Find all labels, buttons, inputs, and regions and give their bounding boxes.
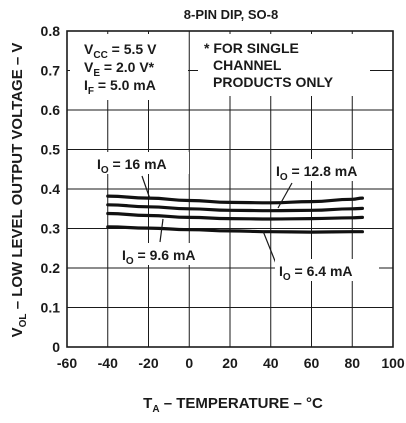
series-label-12-8ma: IO = 12.8 mA bbox=[276, 163, 357, 183]
condition-if: IF = 5.0 mA bbox=[84, 77, 156, 97]
x-tick-label: -40 bbox=[98, 355, 118, 371]
leader-9-6ma bbox=[159, 218, 164, 243]
y-tick-label: 0.5 bbox=[41, 142, 61, 158]
x-tick-label: 60 bbox=[304, 355, 320, 371]
y-axis-title: VOL – LOW LEVEL OUTPUT VOLTAGE – V bbox=[9, 43, 29, 338]
condition-vcc: VCC = 5.5 V bbox=[84, 41, 157, 61]
footnote-block: * FOR SINGLE CHANNEL PRODUCTS ONLY bbox=[198, 34, 370, 96]
y-tick-label: 0.8 bbox=[41, 23, 61, 39]
footnote-line-2: CHANNEL bbox=[213, 57, 282, 73]
x-tick-label: -20 bbox=[138, 355, 158, 371]
x-tick-label: 0 bbox=[185, 355, 193, 371]
series-label-9-6ma: IO = 9.6 mA bbox=[122, 247, 196, 267]
y-tick-label: 0.7 bbox=[41, 63, 61, 79]
series-lines bbox=[106, 194, 364, 234]
x-axis-title: TA – TEMPERATURE – °C bbox=[143, 395, 323, 415]
y-tick-label: 0.3 bbox=[41, 221, 61, 237]
plot-frame bbox=[66, 30, 394, 348]
y-tick-label: 0.1 bbox=[41, 300, 61, 316]
series-labels: IO = 16 mA IO = 12.8 mA IO = 9.6 mA IO =… bbox=[93, 152, 386, 283]
x-tick-label: 80 bbox=[344, 355, 360, 371]
leader-12-8ma bbox=[277, 182, 293, 209]
x-tick-label: 20 bbox=[222, 355, 238, 371]
label-bg-6-4ma bbox=[275, 259, 379, 281]
conditions-block: VCC = 5.5 V VE = 2.0 V* IF = 5.0 mA bbox=[70, 34, 188, 100]
y-tick-label: 0.2 bbox=[41, 260, 61, 276]
series-line-0 bbox=[106, 194, 364, 205]
tick-labels: -60 -40 -20 0 20 40 60 80 100 0 0.1 0.2 0.3 0.4 0.5 0.6… bbox=[41, 23, 405, 371]
footnote-line-1: * FOR SINGLE bbox=[204, 40, 299, 56]
condition-ve: VE = 2.0 V* bbox=[84, 59, 155, 79]
series-label-6-4ma: IO = 6.4 mA bbox=[279, 263, 353, 283]
x-tick-label: -60 bbox=[57, 355, 77, 371]
footnote-backdrop bbox=[198, 34, 370, 96]
series-line-1 bbox=[106, 203, 364, 213]
series-line-3 bbox=[106, 225, 364, 234]
y-tick-label: 0 bbox=[52, 339, 60, 355]
leader-6-4ma bbox=[262, 230, 278, 267]
x-tick-label: 100 bbox=[381, 355, 405, 371]
label-bg-12-8ma bbox=[272, 159, 386, 181]
leader-16ma bbox=[141, 175, 151, 200]
x-tick-label: 40 bbox=[263, 355, 279, 371]
footnote-line-3: PRODUCTS ONLY bbox=[213, 74, 334, 90]
y-tick-label: 0.4 bbox=[41, 181, 61, 197]
series-label-16ma: IO = 16 mA bbox=[97, 156, 167, 176]
conditions-backdrop bbox=[70, 34, 188, 100]
label-bg-9-6ma bbox=[119, 243, 213, 265]
y-tick-label: 0.6 bbox=[41, 102, 61, 118]
chart-title: 8-PIN DIP, SO-8 bbox=[184, 7, 278, 22]
label-bg-16ma bbox=[93, 152, 189, 174]
series-line-2 bbox=[106, 211, 364, 221]
